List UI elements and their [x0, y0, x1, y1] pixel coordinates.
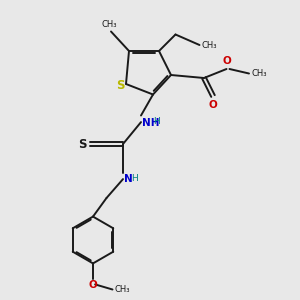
Text: S: S — [116, 79, 125, 92]
Text: CH₃: CH₃ — [102, 20, 117, 29]
Text: CH₃: CH₃ — [251, 69, 267, 78]
Text: N: N — [124, 174, 132, 184]
Text: O: O — [88, 280, 98, 290]
Text: O: O — [208, 100, 217, 110]
Text: CH₃: CH₃ — [202, 40, 218, 50]
Text: CH₃: CH₃ — [115, 285, 130, 294]
Text: O: O — [222, 56, 231, 66]
Text: H: H — [154, 117, 160, 126]
Text: NH: NH — [142, 118, 159, 128]
Text: S: S — [78, 137, 86, 151]
Text: H: H — [131, 174, 138, 183]
